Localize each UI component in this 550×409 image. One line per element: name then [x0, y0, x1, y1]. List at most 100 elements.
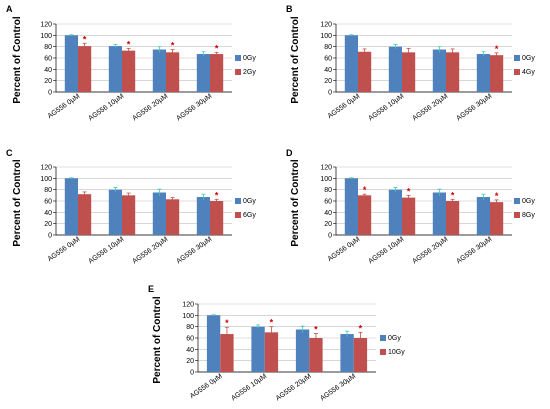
bar-2gy	[78, 46, 92, 92]
legend-label: 4Gy	[522, 69, 535, 76]
legend-swatch	[514, 69, 520, 75]
y-tick-label: 0	[190, 370, 194, 377]
y-tick-label: 60	[324, 199, 332, 206]
y-tick-label: 40	[324, 210, 332, 217]
bar-0gy	[344, 35, 358, 92]
legend-swatch	[380, 335, 386, 341]
legend-swatch	[514, 212, 520, 218]
y-tick-label: 40	[44, 67, 52, 74]
x-tick-label: AG556 30µM	[175, 236, 213, 266]
bar-2gy	[210, 54, 224, 92]
bar-0gy	[432, 192, 446, 235]
y-tick-label: 20	[324, 78, 332, 85]
x-tick-label: AG556 0µM	[327, 236, 362, 263]
bar-0gy	[64, 178, 78, 235]
bar-10gy	[220, 334, 234, 372]
x-tick-label: AG556 10µM	[367, 93, 405, 123]
y-tick-label: 80	[186, 324, 194, 331]
bar-10gy	[353, 338, 368, 372]
legend-label: 0Gy	[522, 198, 535, 205]
bar-0gy	[64, 35, 78, 92]
legend-label: 0Gy	[388, 335, 401, 342]
y-axis-label: Percent of Control	[12, 16, 23, 103]
x-tick-label: AG556 30µM	[455, 236, 493, 266]
y-tick-label: 0	[328, 233, 332, 240]
y-tick-label: 120	[320, 22, 332, 29]
bar-0gy	[196, 54, 210, 92]
significance-marker: *	[451, 190, 455, 200]
y-tick-label: 0	[48, 90, 52, 97]
y-axis-label: Percent of Control	[12, 159, 23, 246]
bar-4gy	[358, 51, 372, 92]
bar-2gy	[166, 52, 180, 92]
bar-0gy	[152, 192, 166, 235]
panel-letter: C	[6, 148, 13, 158]
bar-0gy	[388, 189, 402, 235]
x-tick-label: AG556 20µM	[275, 373, 313, 403]
x-tick-label: AG556 20µM	[411, 236, 449, 266]
y-tick-label: 120	[182, 302, 194, 309]
legend-label: 10Gy	[388, 349, 405, 356]
x-tick-label: AG556 0µM	[189, 373, 224, 400]
bar-2gy	[122, 50, 136, 92]
bar-4gy	[446, 52, 460, 92]
x-tick-label: AG556 30µM	[175, 93, 213, 123]
legend-swatch	[235, 198, 241, 204]
significance-marker: *	[495, 44, 499, 54]
bar-8gy	[402, 197, 416, 235]
panel-letter: B	[286, 4, 293, 14]
legend-swatch	[235, 55, 241, 61]
y-axis-label: Percent of Control	[290, 159, 301, 246]
bar-8gy	[446, 201, 460, 235]
bar-6gy	[210, 201, 224, 235]
x-tick-label: AG556 20µM	[131, 93, 169, 123]
legend-label: 0Gy	[243, 198, 256, 205]
y-tick-label: 60	[324, 56, 332, 63]
legend-swatch	[380, 349, 386, 355]
y-tick-label: 120	[320, 165, 332, 172]
bar-0gy	[295, 329, 310, 372]
y-tick-label: 100	[182, 313, 194, 320]
y-tick-label: 80	[44, 44, 52, 51]
x-tick-label: AG556 10µM	[367, 236, 405, 266]
bar-0gy	[206, 315, 221, 372]
y-tick-label: 20	[44, 78, 52, 85]
bar-0gy	[108, 189, 122, 235]
bar-6gy	[166, 199, 180, 235]
bar-0gy	[251, 326, 265, 372]
legend-swatch	[514, 55, 520, 61]
significance-marker: *	[270, 318, 274, 328]
y-tick-label: 20	[324, 221, 332, 228]
significance-marker: *	[215, 190, 219, 200]
x-tick-label: AG556 10µM	[87, 236, 125, 266]
y-tick-label: 100	[320, 33, 332, 40]
legend-label: 0Gy	[522, 55, 535, 62]
x-tick-label: AG556 10µM	[87, 93, 125, 123]
significance-marker: *	[363, 185, 367, 195]
significance-marker: *	[407, 186, 411, 196]
significance-marker: *	[171, 41, 175, 51]
bar-8gy	[490, 202, 504, 235]
y-tick-label: 100	[40, 33, 52, 40]
x-tick-label: AG556 10µM	[230, 373, 268, 403]
significance-marker: *	[83, 34, 87, 44]
y-tick-label: 20	[186, 358, 194, 365]
significance-marker: *	[495, 191, 499, 201]
legend-label: 2Gy	[243, 69, 256, 76]
y-tick-label: 0	[328, 90, 332, 97]
legend-swatch	[514, 198, 520, 204]
y-tick-label: 20	[44, 221, 52, 228]
significance-marker: *	[215, 43, 219, 53]
bar-10gy	[309, 338, 323, 372]
bar-10gy	[264, 332, 279, 372]
x-tick-label: AG556 30µM	[455, 93, 493, 123]
bar-0gy	[344, 178, 358, 235]
bar-4gy	[490, 55, 504, 92]
legend-label: 0Gy	[243, 55, 256, 62]
bar-0gy	[152, 49, 166, 92]
panel-letter: E	[148, 284, 154, 294]
panel-letter: D	[286, 148, 293, 158]
panel-letter: A	[6, 4, 13, 14]
y-axis-label: Percent of Control	[152, 296, 163, 383]
